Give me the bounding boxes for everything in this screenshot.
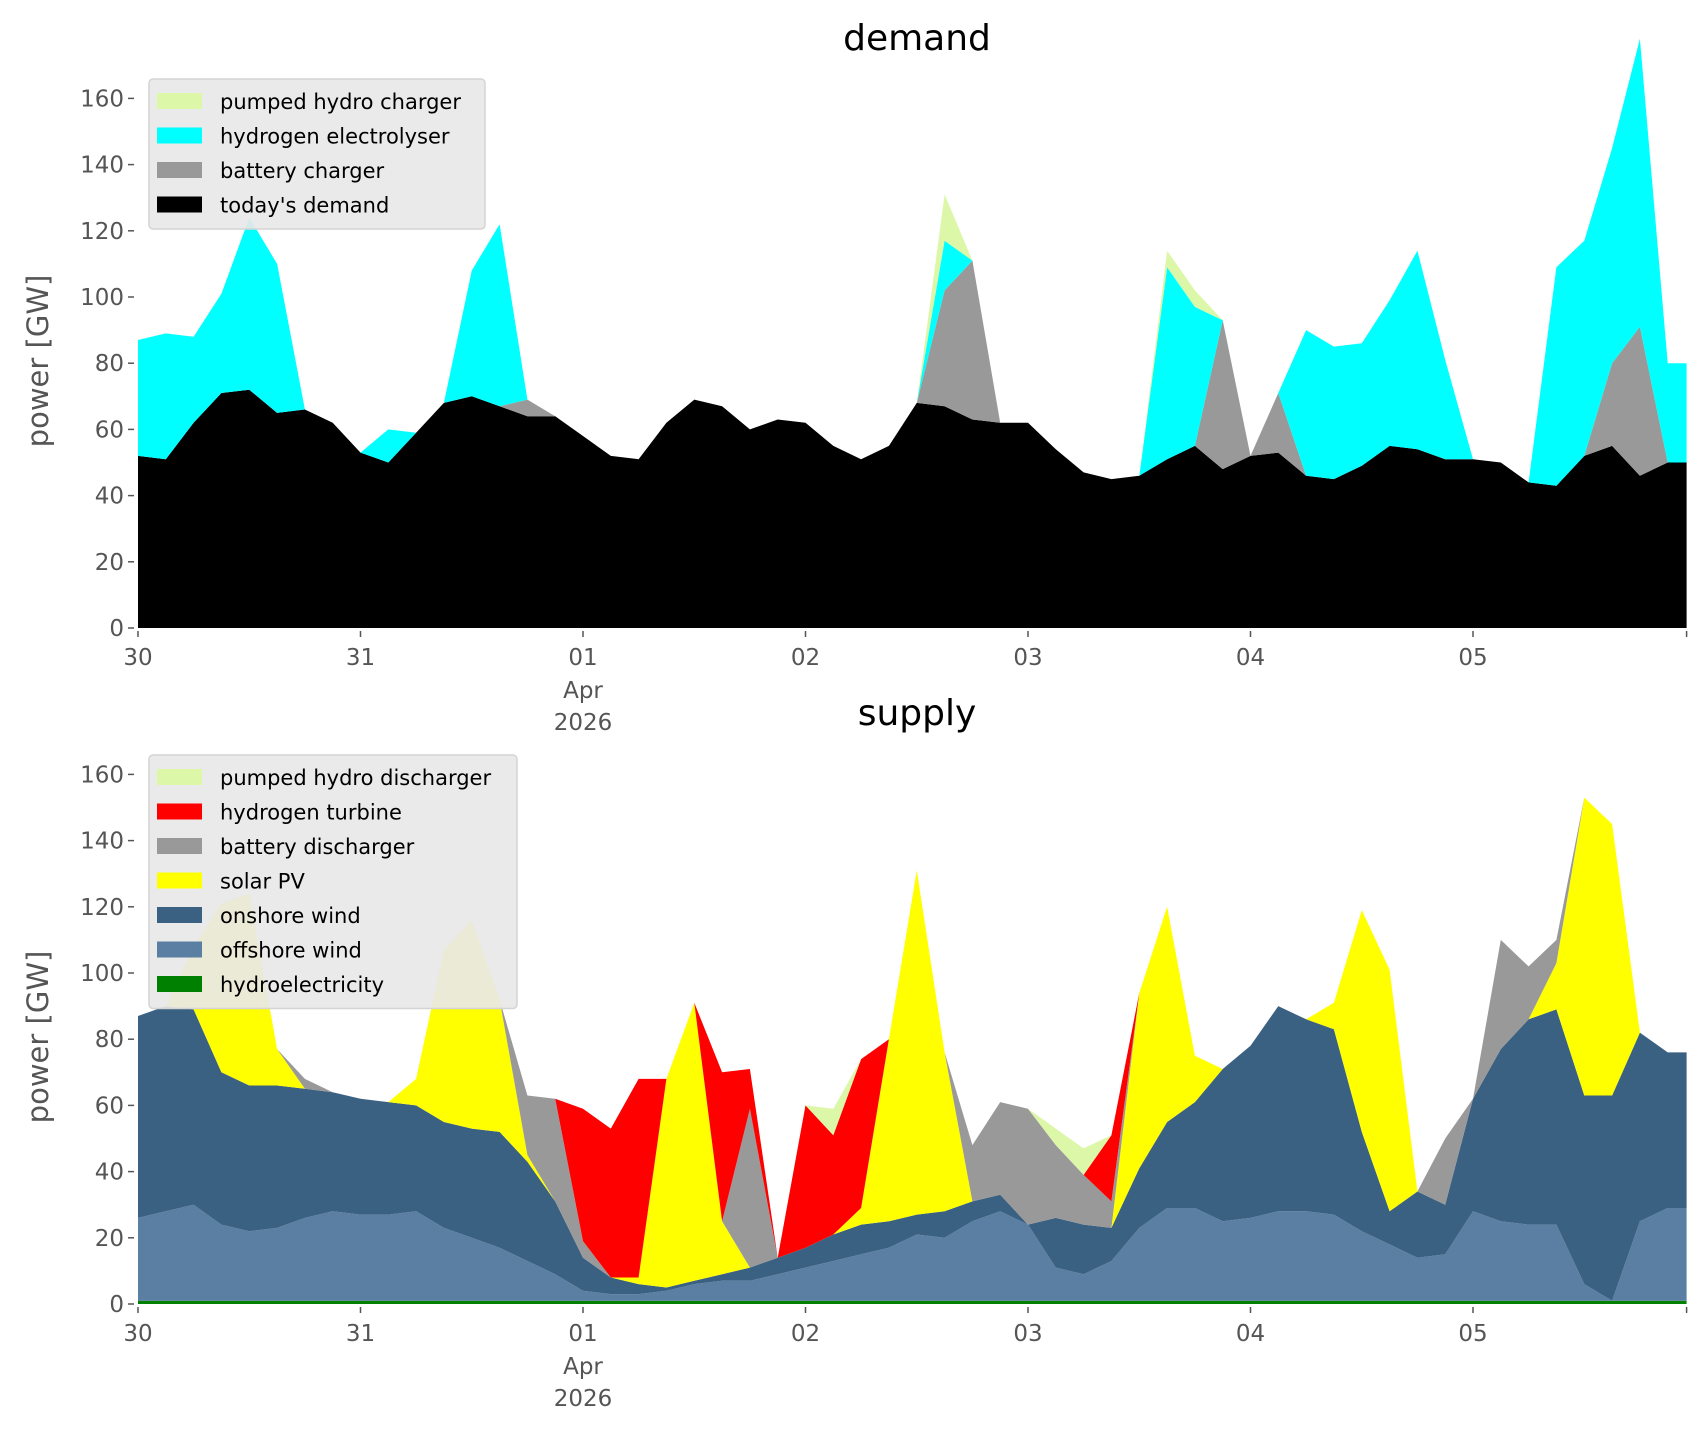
area-layers xyxy=(138,797,1687,1304)
x-tick-label: 01 xyxy=(568,1321,597,1347)
legend-label: hydrogen turbine xyxy=(220,801,402,825)
legend-swatch xyxy=(157,127,202,144)
legend-swatch xyxy=(157,941,202,958)
chart-title: supply xyxy=(858,693,977,734)
y-axis-label: power [GW] xyxy=(21,951,55,1124)
y-axis: 0 20 40 60 80 100 120 140 160 xyxy=(80,762,134,1318)
y-tick-label: 40 xyxy=(95,1160,124,1186)
x-tick-label: 03 xyxy=(1013,1321,1042,1347)
legend: pumped hydro discharger hydrogen turbine b… xyxy=(148,754,518,1010)
legend-item-hydrogen-electrolyser: hydrogen electrolyser xyxy=(157,125,450,149)
x-tick-label: 03 xyxy=(1013,645,1042,671)
legend-item-offshore-wind: offshore wind xyxy=(157,939,362,963)
y-tick-label: 60 xyxy=(95,1093,124,1119)
legend-label: pumped hydro discharger xyxy=(220,766,491,790)
x-tick-sublabel: Apr xyxy=(563,1354,603,1380)
legend-item-pumped-hydro-charger: pumped hydro charger xyxy=(157,90,461,114)
x-tick-sublabel: 2026 xyxy=(554,1386,613,1412)
y-axis: 0 20 40 60 80 100 120 140 160 xyxy=(80,86,134,642)
y-tick-label: 20 xyxy=(95,1226,124,1252)
x-tick-sublabel: Apr xyxy=(563,678,603,704)
x-tick-label: 02 xyxy=(791,645,820,671)
legend-swatch xyxy=(157,872,202,889)
legend-label: today's demand xyxy=(220,194,389,218)
area-onshore-wind xyxy=(138,1006,1687,1301)
area-layers xyxy=(138,38,1687,628)
legend-item-hydroelectricity: hydroelectricity xyxy=(157,973,384,997)
y-tick-label: 80 xyxy=(95,351,124,377)
legend-box xyxy=(148,754,518,1010)
x-tick-label: 05 xyxy=(1458,645,1487,671)
x-tick-label: 02 xyxy=(791,1321,820,1347)
legend-item-today-s-demand: today's demand xyxy=(157,194,389,218)
y-tick-label: 160 xyxy=(80,762,124,788)
legend-label: offshore wind xyxy=(220,939,362,963)
area-offshore-wind xyxy=(138,1204,1687,1301)
x-axis: 30 31 01 Apr 2026 02 03 04 05 xyxy=(123,631,1688,736)
legend-label: hydroelectricity xyxy=(220,973,384,997)
legend-swatch xyxy=(157,196,202,213)
area-today-s-demand xyxy=(138,389,1687,628)
legend-label: onshore wind xyxy=(220,904,361,928)
x-tick-sublabel: 2026 xyxy=(554,710,613,736)
y-tick-label: 20 xyxy=(95,550,124,576)
legend-box xyxy=(148,78,486,230)
x-tick-label: 30 xyxy=(123,1321,152,1347)
x-tick-label: 30 xyxy=(123,645,152,671)
legend-item-solar-pv: solar PV xyxy=(157,870,305,894)
legend-item-battery-charger: battery charger xyxy=(157,159,385,183)
legend-item-onshore-wind: onshore wind xyxy=(157,904,361,928)
x-tick-label: 31 xyxy=(346,645,375,671)
legend-swatch xyxy=(157,162,202,178)
legend: pumped hydro charger hydrogen electrolyse… xyxy=(148,78,486,230)
legend-swatch xyxy=(157,976,202,992)
y-tick-label: 40 xyxy=(95,484,124,510)
y-tick-label: 140 xyxy=(80,153,124,179)
area-solar-pv xyxy=(138,797,1687,1288)
y-tick-label: 140 xyxy=(80,829,124,855)
x-axis: 30 31 01 Apr 2026 02 03 04 05 xyxy=(123,1307,1688,1412)
legend-item-battery-discharger: battery discharger xyxy=(157,835,415,859)
y-tick-label: 100 xyxy=(80,961,124,987)
y-tick-label: 160 xyxy=(80,86,124,112)
legend-swatch xyxy=(157,93,202,109)
chart-title: demand xyxy=(843,18,991,59)
legend-label: battery discharger xyxy=(220,835,415,859)
x-tick-label: 04 xyxy=(1236,1321,1265,1347)
legend-swatch xyxy=(157,769,202,785)
legend-swatch xyxy=(157,907,202,923)
y-tick-label: 120 xyxy=(80,895,124,921)
legend-item-hydrogen-turbine: hydrogen turbine xyxy=(157,801,402,825)
legend-swatch xyxy=(157,838,202,854)
legend-item-pumped-hydro-discharger: pumped hydro discharger xyxy=(157,766,491,790)
y-tick-label: 100 xyxy=(80,285,124,311)
x-tick-label: 04 xyxy=(1236,645,1265,671)
y-tick-label: 0 xyxy=(109,1292,124,1318)
y-tick-label: 60 xyxy=(95,417,124,443)
x-tick-label: 31 xyxy=(346,1321,375,1347)
legend-label: battery charger xyxy=(220,159,385,183)
y-tick-label: 0 xyxy=(109,616,124,642)
legend-swatch xyxy=(157,803,202,820)
x-tick-label: 01 xyxy=(568,645,597,671)
x-tick-label: 05 xyxy=(1458,1321,1487,1347)
y-axis-label: power [GW] xyxy=(21,275,55,448)
legend-label: solar PV xyxy=(220,870,305,894)
y-tick-label: 120 xyxy=(80,219,124,245)
legend-label: pumped hydro charger xyxy=(220,90,461,114)
legend-label: hydrogen electrolyser xyxy=(220,125,450,149)
y-tick-label: 80 xyxy=(95,1027,124,1053)
area-hydroelectricity xyxy=(138,1300,1687,1304)
area-hydrogen-electrolyser xyxy=(138,38,1687,486)
